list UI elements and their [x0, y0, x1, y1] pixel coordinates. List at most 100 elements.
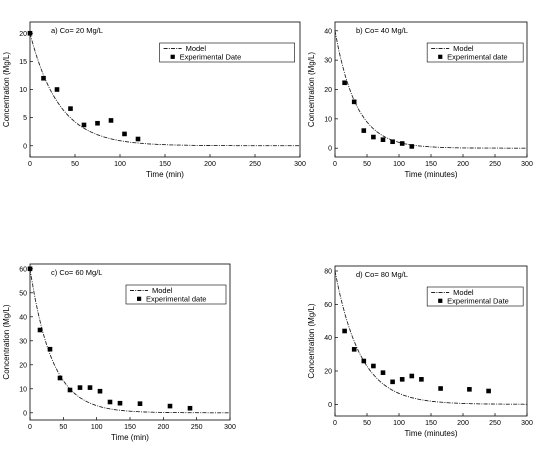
x-tick-label: 150: [425, 161, 437, 168]
y-tick-label: 10: [19, 87, 27, 94]
experimental-point: [438, 386, 443, 391]
model-curve: [29, 268, 230, 414]
experimental-point: [68, 106, 73, 111]
y-tick-label: 30: [324, 58, 332, 65]
model-curve: [334, 30, 527, 149]
experimental-point: [137, 401, 143, 406]
experimental-point: [371, 363, 376, 369]
legend-box: [125, 284, 227, 305]
y-axis-title: Concentration (Mg/L): [2, 52, 11, 127]
x-tick-label: 0: [28, 161, 32, 168]
legend-box: [426, 42, 524, 63]
legend-model-label: Model: [453, 288, 474, 297]
experimental-point: [37, 327, 43, 333]
legend-model-label: Model: [186, 44, 207, 53]
x-tick-label: 100: [393, 420, 405, 427]
x-tick-label: 300: [521, 161, 533, 168]
model-curve: [29, 33, 300, 147]
experimental-point: [108, 118, 114, 123]
experimental-point: [409, 373, 415, 379]
x-axis-title: Time (minutes): [404, 429, 457, 438]
experimental-point: [87, 385, 93, 390]
experimental-point: [81, 122, 87, 128]
chart-panel-b: 0 50 100 150 200 250 300 0 10 20 30 40 Time (minutes…: [307, 21, 533, 179]
experimental-point: [361, 358, 367, 364]
experimental-point: [399, 141, 405, 146]
experimental-point: [117, 400, 123, 406]
x-tick-label: 250: [489, 420, 501, 427]
experimental-point: [342, 328, 347, 334]
y-tick-label: 80: [324, 269, 332, 276]
y-axis-title: Concentration (Mg/L): [2, 304, 11, 379]
experimental-point: [122, 131, 127, 137]
y-tick-label: 60: [324, 302, 332, 309]
legend-box: [426, 286, 524, 307]
panel-label: c) Co= 60 Mg/L: [51, 268, 102, 277]
experimental-point: [380, 137, 386, 142]
y-tick-label: 20: [324, 87, 332, 94]
x-tick-label: 300: [521, 420, 533, 427]
experimental-point: [47, 346, 53, 352]
x-axis-title: Time (min): [111, 433, 149, 442]
y-tick-label: 50: [19, 290, 27, 297]
x-tick-label: 0: [333, 420, 337, 427]
x-axis-title: Time (minutes): [404, 170, 457, 179]
y-axis-title: Concentration (Mg/L): [307, 52, 316, 127]
legend-experimental-swatch: [170, 54, 175, 59]
experimental-point: [351, 347, 357, 352]
experimental-point: [135, 136, 141, 142]
experimental-point: [486, 388, 491, 394]
experimental-point: [95, 120, 100, 126]
y-tick-label: 20: [19, 362, 27, 369]
x-tick-label: 250: [191, 424, 203, 431]
x-tick-label: 300: [224, 424, 236, 431]
experimental-point: [187, 405, 193, 411]
experimental-point: [409, 144, 415, 149]
y-tick-label: 0: [328, 146, 332, 153]
experimental-point: [361, 128, 367, 133]
x-tick-label: 150: [425, 420, 437, 427]
experimental-point: [27, 266, 33, 272]
legend-experimental-label: Experimental date: [447, 53, 507, 62]
x-tick-label: 250: [249, 161, 261, 168]
panel-label: b) Co= 40 Mg/L: [356, 26, 408, 35]
panel-label: d) Co= 80 Mg/L: [356, 270, 408, 279]
experimental-point: [351, 99, 357, 105]
experimental-point: [77, 385, 83, 390]
y-tick-label: 10: [19, 386, 27, 393]
legend-experimental-label: Experimental Date: [447, 297, 509, 306]
experimental-point: [41, 75, 46, 81]
experimental-point: [67, 387, 73, 393]
experimental-point: [27, 30, 33, 36]
y-tick-label: 60: [19, 266, 27, 273]
plot-frame: [29, 21, 301, 158]
x-tick-label: 50: [71, 161, 79, 168]
legend-experimental-label: Experimental Date: [180, 53, 242, 62]
chart-panel-a: 0 50 100 150 200 250 300 0 5 10 15 20 Time (min) Conc…: [2, 21, 306, 179]
legend-experimental-swatch: [137, 296, 142, 301]
x-tick-label: 200: [204, 161, 216, 168]
x-tick-label: 150: [124, 424, 136, 431]
y-tick-label: 40: [324, 335, 332, 342]
x-tick-label: 300: [294, 161, 306, 168]
experimental-point: [467, 387, 472, 392]
chart-panel-d: 0 50 100 150 200 250 300 0 20 40 60 80 Time (minutes…: [307, 265, 533, 438]
legend-model-label: Model: [453, 44, 474, 53]
experimental-point: [167, 403, 173, 409]
experimental-point: [371, 134, 376, 140]
experimental-point: [399, 377, 405, 382]
experimental-point: [380, 370, 386, 375]
x-tick-label: 250: [489, 161, 501, 168]
legend-experimental-swatch: [438, 298, 443, 303]
y-tick-label: 5: [23, 115, 27, 122]
x-tick-label: 200: [457, 420, 469, 427]
y-tick-label: 20: [19, 31, 27, 38]
legend-model-label: Model: [152, 286, 173, 295]
experimental-point: [342, 80, 347, 86]
experimental-point: [54, 87, 60, 92]
experimental-point: [419, 377, 424, 382]
y-tick-label: 20: [324, 369, 332, 376]
x-tick-label: 50: [363, 161, 371, 168]
x-tick-label: 50: [363, 420, 371, 427]
plot-frame: [334, 21, 528, 158]
